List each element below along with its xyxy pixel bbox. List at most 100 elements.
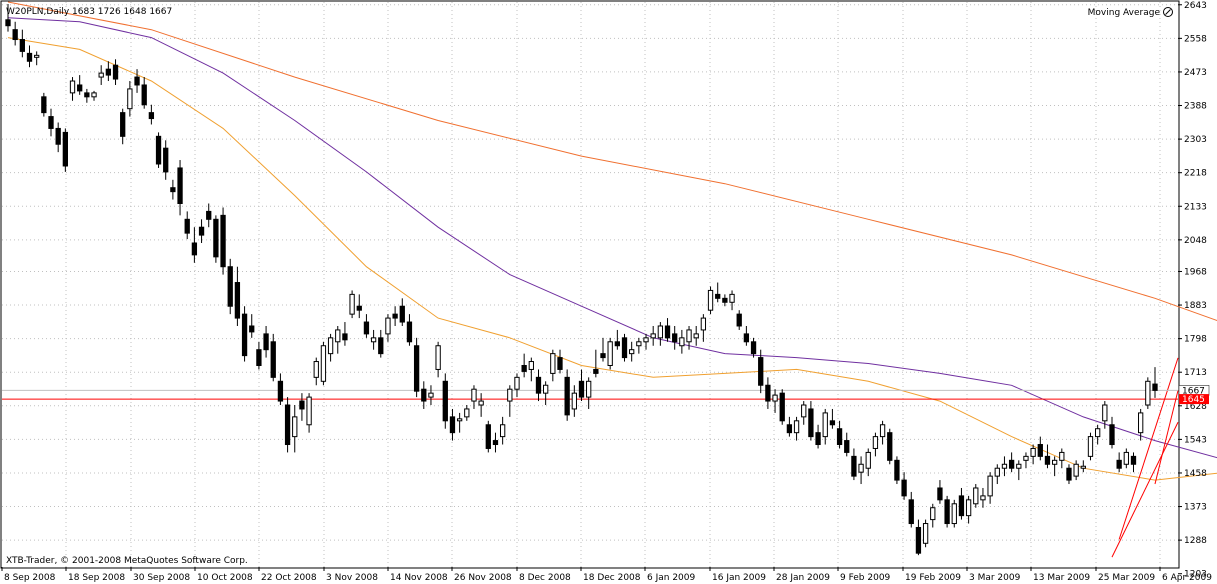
candle-body-down — [5, 19, 11, 27]
candle-body-down — [521, 364, 527, 372]
candle-body-up — [456, 418, 463, 422]
candle — [241, 306, 248, 362]
candle-body-up — [1138, 412, 1144, 434]
candle-body-down — [836, 428, 843, 446]
candle — [930, 503, 936, 528]
candle-body-down — [600, 353, 606, 359]
candle — [19, 29, 25, 58]
ma-long-line — [7, 1, 1217, 322]
candle-body-up — [980, 495, 986, 501]
candle — [127, 81, 133, 117]
candle-body-up — [385, 317, 391, 335]
candle-body-up — [922, 523, 929, 544]
candle — [1123, 448, 1129, 469]
candle — [707, 286, 714, 315]
candle — [779, 389, 785, 425]
candle-body-up — [1087, 436, 1094, 457]
candle — [621, 333, 628, 362]
candle — [1109, 416, 1115, 449]
candle — [1145, 377, 1151, 409]
y-tick-label: 2303 — [1184, 135, 1207, 145]
trend-lines — [1111, 357, 1179, 558]
candle-body-up — [1030, 447, 1036, 457]
candle — [413, 337, 420, 398]
candle-body-up — [91, 92, 97, 98]
candle-body-up — [586, 380, 592, 398]
candle — [442, 373, 448, 429]
candle-body-up — [1023, 455, 1029, 461]
candle — [535, 369, 542, 402]
candle-body-down — [786, 424, 793, 434]
candle-body-down — [844, 440, 850, 453]
candle — [134, 69, 140, 93]
candle — [664, 318, 671, 342]
candle-body-down — [249, 325, 255, 333]
candle — [406, 314, 413, 346]
candle — [586, 377, 592, 409]
x-tick-label: 9 Feb 2009 — [840, 573, 891, 583]
candle — [349, 290, 355, 319]
candle — [69, 77, 76, 101]
candle-body-down — [750, 341, 757, 355]
ma-short-line — [7, 37, 1217, 481]
candle-body-down — [557, 357, 563, 370]
candle — [528, 357, 534, 382]
indicator-label[interactable]: Moving Average — [1088, 8, 1161, 18]
candle — [392, 306, 398, 326]
candle — [980, 487, 986, 508]
candle-body-down — [155, 135, 162, 165]
candle-body-down — [270, 341, 276, 378]
candle — [1087, 432, 1094, 461]
candle — [736, 310, 742, 330]
candle-body-down — [944, 499, 950, 525]
candle-body-up — [528, 361, 534, 370]
candle-body-down — [743, 333, 750, 343]
candle-body-down — [779, 392, 785, 422]
candle-body-up — [1051, 459, 1058, 465]
candle-body-up — [951, 503, 957, 525]
candle-body-up — [772, 394, 778, 402]
candle-body-down — [887, 432, 893, 461]
x-tick-label: 19 Feb 2009 — [905, 573, 961, 583]
candle — [170, 179, 176, 200]
candle — [84, 88, 90, 103]
moving-averages — [7, 1, 1217, 481]
candle — [471, 385, 477, 409]
candle-body-up — [98, 72, 104, 78]
candle-body-down — [413, 345, 420, 392]
candle — [1059, 448, 1065, 469]
x-tick-label: 18 Sep 2008 — [68, 573, 125, 583]
candle — [844, 432, 850, 457]
candle — [607, 337, 613, 370]
candle-body-down — [120, 112, 126, 137]
candle — [822, 408, 828, 445]
candle-body-down — [672, 333, 678, 343]
candle — [958, 487, 965, 520]
candle — [650, 325, 656, 346]
candle — [335, 325, 341, 354]
candle-body-down — [1109, 424, 1115, 446]
candle-body-up — [707, 289, 714, 311]
candle-body-down — [808, 408, 814, 438]
candle — [464, 405, 470, 421]
candle — [901, 472, 907, 500]
candle-body-up — [499, 424, 506, 438]
candle-body-up — [1016, 463, 1022, 469]
candle-body-down — [234, 282, 241, 319]
indicator-close-icon[interactable] — [1163, 7, 1173, 17]
candle-body-down — [148, 112, 155, 120]
y-tick-label: 2473 — [1184, 68, 1207, 78]
candle-body-up — [1080, 465, 1086, 469]
y-tick-label: 1288 — [1184, 536, 1207, 546]
candle — [299, 393, 305, 421]
candle-body-down — [442, 380, 448, 422]
candle — [1138, 408, 1144, 441]
candle-body-up — [571, 392, 577, 410]
candle-body-down — [1037, 444, 1043, 457]
candle — [1073, 460, 1079, 481]
candle — [578, 369, 585, 402]
candle-body-up — [865, 451, 871, 469]
candle — [743, 325, 750, 346]
candle — [112, 59, 119, 85]
candle-body-down — [84, 92, 90, 98]
